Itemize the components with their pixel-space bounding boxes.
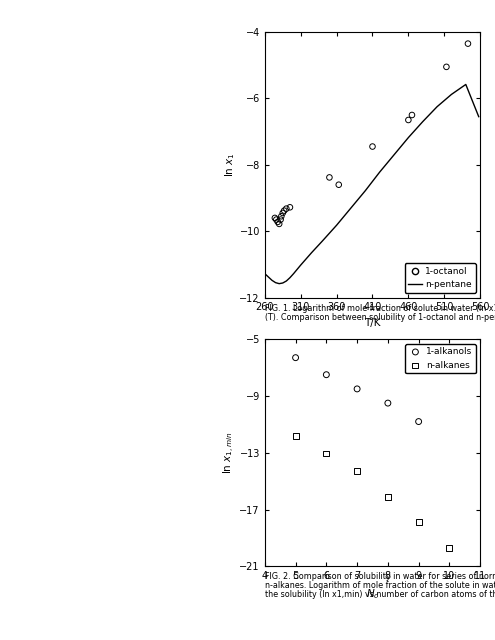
Point	[280, 205, 288, 216]
n-alkanes	[446, 543, 453, 553]
Text: n-alkanes. Logarithm of mole fraction of the solute in water at minimum of: n-alkanes. Logarithm of mole fraction of…	[265, 581, 495, 590]
Text: the solubility (ln x1,min) vs number of carbon atoms of the solute (Nc).: the solubility (ln x1,min) vs number of …	[265, 590, 495, 599]
n-alkanes	[353, 466, 361, 476]
Point	[408, 110, 416, 120]
Point	[272, 214, 280, 225]
Point	[282, 204, 290, 214]
Point	[335, 180, 343, 190]
1-alkanols	[415, 417, 423, 427]
n-alkanes	[322, 449, 330, 459]
Point	[271, 212, 279, 223]
1-alkanols	[322, 369, 330, 380]
Point	[443, 61, 450, 72]
Point	[368, 141, 376, 152]
Point	[286, 202, 294, 212]
Legend: 1-alkanols, n-alkanes: 1-alkanols, n-alkanes	[405, 344, 476, 374]
Text: FIG. 1. Logarithm of mole fraction of solute in water (ln x1) vs temperature: FIG. 1. Logarithm of mole fraction of so…	[265, 304, 495, 313]
Point	[404, 115, 412, 125]
n-alkanes	[415, 517, 423, 527]
Point	[464, 38, 472, 49]
Text: (T). Comparison between solubility of 1-octanol and n-pentane in water.: (T). Comparison between solubility of 1-…	[265, 313, 495, 322]
Point	[326, 172, 334, 182]
n-alkanes	[384, 492, 392, 502]
1-alkanols	[353, 384, 361, 394]
Y-axis label: ln $x_1$: ln $x_1$	[223, 152, 237, 177]
Point	[277, 211, 285, 221]
1-alkanols	[384, 398, 392, 408]
X-axis label: T/K: T/K	[364, 318, 381, 328]
Point	[275, 219, 283, 229]
Text: FIG. 2. Comparison of solubility in water for series of normal 1-alkanols and: FIG. 2. Comparison of solubility in wate…	[265, 572, 495, 581]
Point	[274, 217, 282, 227]
Y-axis label: ln $x_{1,min}$: ln $x_{1,min}$	[222, 431, 237, 474]
Point	[279, 208, 287, 218]
Point	[277, 214, 285, 225]
X-axis label: $N_c$: $N_c$	[366, 587, 379, 600]
n-alkanes	[292, 431, 299, 441]
Legend: 1-octanol, n-pentane: 1-octanol, n-pentane	[404, 263, 476, 293]
1-alkanols	[292, 353, 299, 363]
